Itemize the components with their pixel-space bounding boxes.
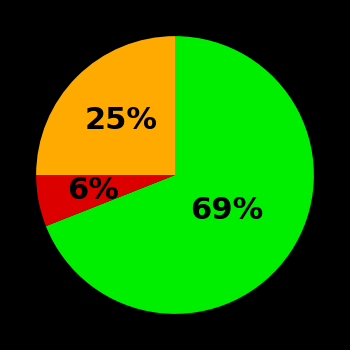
Wedge shape [36,36,175,175]
Text: 6%: 6% [67,176,119,205]
Wedge shape [46,36,314,314]
Text: 69%: 69% [190,196,263,225]
Wedge shape [36,175,175,226]
Text: 25%: 25% [84,106,158,135]
